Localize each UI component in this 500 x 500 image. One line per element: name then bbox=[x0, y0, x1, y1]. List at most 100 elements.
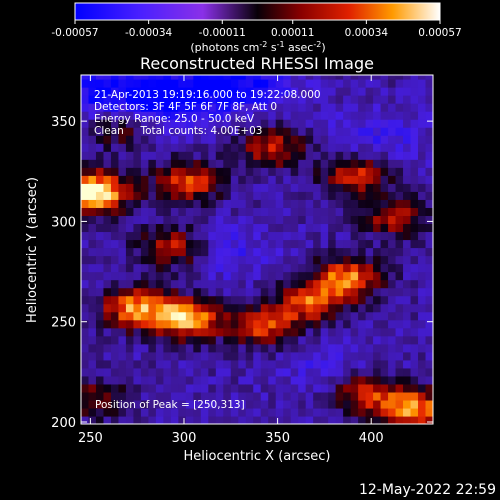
info-line-counts: Clean Total counts: 4.00E+03 bbox=[94, 125, 263, 137]
heatmap-cell bbox=[170, 343, 179, 353]
heatmap-cell bbox=[238, 167, 247, 176]
heatmap-cell bbox=[343, 295, 352, 305]
heatmap-cell bbox=[313, 295, 322, 305]
heatmap-cell bbox=[418, 143, 427, 152]
heatmap-cell bbox=[388, 103, 397, 112]
heatmap-cell bbox=[410, 343, 419, 353]
heatmap-cell bbox=[343, 183, 352, 192]
heatmap-cell bbox=[185, 223, 194, 233]
heatmap-cell bbox=[335, 75, 344, 80]
heatmap-cell bbox=[380, 135, 389, 144]
heatmap-cell bbox=[268, 127, 277, 136]
heatmap-cell bbox=[253, 415, 262, 424]
heatmap-cell bbox=[298, 127, 307, 136]
heatmap-cell bbox=[283, 367, 292, 377]
heatmap-cell bbox=[268, 207, 277, 216]
heatmap-cell bbox=[155, 279, 164, 289]
heatmap-cell bbox=[305, 215, 314, 225]
heatmap-cell bbox=[163, 87, 172, 96]
heatmap-cell bbox=[95, 311, 105, 321]
heatmap-cell bbox=[350, 207, 359, 216]
heatmap-cell bbox=[178, 143, 187, 152]
heatmap-cell bbox=[328, 319, 337, 329]
heatmap-cell bbox=[148, 183, 157, 192]
heatmap-cell bbox=[343, 223, 352, 233]
heatmap-cell bbox=[373, 223, 382, 233]
heatmap-cell bbox=[125, 367, 135, 377]
heatmap-cell bbox=[118, 295, 127, 305]
heatmap-cell bbox=[193, 311, 202, 321]
heatmap-cell bbox=[88, 407, 97, 417]
heatmap-cell bbox=[380, 175, 389, 184]
heatmap-cell bbox=[81, 351, 90, 361]
heatmap-cell bbox=[208, 103, 217, 112]
heatmap-cell bbox=[230, 295, 239, 305]
heatmap-cell bbox=[328, 79, 337, 88]
heatmap-cell bbox=[298, 151, 307, 160]
heatmap-cell bbox=[365, 263, 374, 273]
heatmap-cell bbox=[275, 295, 284, 305]
heatmap-cell bbox=[193, 79, 202, 88]
heatmap-cell bbox=[95, 319, 105, 329]
heatmap-cell bbox=[193, 303, 202, 313]
heatmap-cell bbox=[425, 231, 433, 241]
heatmap-cell bbox=[380, 319, 389, 329]
heatmap-cell bbox=[335, 295, 344, 305]
heatmap-cell bbox=[125, 79, 135, 88]
heatmap-cell bbox=[81, 335, 90, 345]
heatmap-cell bbox=[365, 271, 374, 281]
heatmap-cell bbox=[373, 415, 382, 424]
heatmap-cell bbox=[125, 127, 135, 136]
heatmap-cell bbox=[425, 359, 433, 369]
heatmap-cell bbox=[215, 295, 224, 305]
heatmap-cell bbox=[328, 343, 337, 353]
heatmap-cell bbox=[380, 119, 389, 128]
heatmap-cell bbox=[118, 279, 127, 289]
heatmap-cell bbox=[238, 383, 247, 393]
heatmap-cell bbox=[425, 191, 433, 200]
heatmap-cell bbox=[95, 375, 105, 385]
heatmap-cell bbox=[215, 311, 224, 321]
heatmap-cell bbox=[170, 151, 179, 160]
heatmap-cell bbox=[410, 367, 419, 377]
heatmap-cell bbox=[298, 415, 307, 424]
heatmap-cell bbox=[358, 151, 367, 160]
heatmap-cell bbox=[245, 375, 254, 385]
heatmap-cell bbox=[335, 151, 344, 160]
heatmap-cell bbox=[148, 279, 157, 289]
heatmap-cell bbox=[395, 287, 404, 297]
heatmap-cell bbox=[283, 279, 292, 289]
heatmap-cell bbox=[320, 279, 329, 289]
heatmap-cell bbox=[260, 95, 269, 104]
heatmap-cell bbox=[208, 111, 217, 120]
heatmap-cell bbox=[403, 367, 412, 377]
heatmap-cell bbox=[238, 79, 247, 88]
heatmap-cell bbox=[365, 95, 374, 104]
heatmap-cell bbox=[320, 79, 329, 88]
heatmap-cell bbox=[133, 375, 142, 385]
heatmap-cell bbox=[88, 311, 97, 321]
heatmap-cell bbox=[125, 159, 135, 168]
heatmap-cell bbox=[298, 199, 307, 208]
heatmap-cell bbox=[110, 271, 120, 281]
heatmap-cell bbox=[305, 151, 314, 160]
heatmap-cell bbox=[230, 367, 239, 377]
heatmap-cell bbox=[298, 383, 307, 393]
heatmap-cell bbox=[170, 287, 179, 297]
heatmap-cell bbox=[268, 263, 277, 273]
heatmap-cell bbox=[395, 159, 404, 168]
heatmap-cell bbox=[260, 319, 269, 329]
heatmap-cell bbox=[410, 95, 419, 104]
heatmap-cell bbox=[388, 383, 397, 393]
heatmap-cell bbox=[185, 231, 194, 241]
heatmap-cell bbox=[103, 75, 112, 80]
heatmap-cell bbox=[380, 375, 389, 385]
heatmap-cell bbox=[118, 359, 127, 369]
heatmap-cell bbox=[208, 247, 217, 257]
heatmap-cell bbox=[403, 295, 412, 305]
heatmap-cell bbox=[185, 415, 194, 424]
heatmap-cell bbox=[230, 303, 239, 313]
heatmap-cell bbox=[110, 343, 120, 353]
heatmap-cell bbox=[88, 87, 97, 96]
heatmap-cell bbox=[350, 135, 359, 144]
